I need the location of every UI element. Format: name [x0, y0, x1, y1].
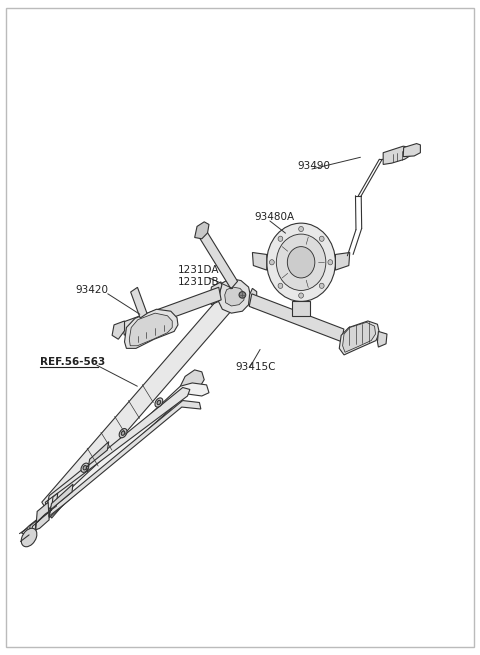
Polygon shape: [180, 370, 204, 393]
Ellipse shape: [278, 236, 283, 241]
Ellipse shape: [239, 291, 246, 298]
Polygon shape: [42, 290, 235, 518]
Polygon shape: [31, 493, 58, 540]
Text: 93420: 93420: [75, 285, 108, 295]
Ellipse shape: [299, 227, 303, 232]
Text: 93480A: 93480A: [254, 212, 294, 222]
Polygon shape: [49, 484, 73, 517]
Polygon shape: [131, 288, 147, 318]
Polygon shape: [45, 388, 190, 509]
Ellipse shape: [269, 259, 274, 265]
Polygon shape: [339, 321, 379, 355]
Polygon shape: [195, 222, 209, 239]
Ellipse shape: [121, 431, 125, 436]
Ellipse shape: [278, 283, 283, 288]
Polygon shape: [249, 288, 257, 308]
Polygon shape: [218, 278, 251, 313]
Polygon shape: [112, 321, 124, 339]
Polygon shape: [403, 143, 420, 157]
Polygon shape: [218, 285, 238, 301]
Polygon shape: [36, 502, 49, 530]
Polygon shape: [86, 441, 109, 472]
Polygon shape: [122, 288, 221, 335]
Polygon shape: [383, 146, 412, 164]
Polygon shape: [210, 282, 222, 305]
Polygon shape: [225, 287, 245, 306]
Text: 93490: 93490: [297, 161, 330, 171]
Polygon shape: [336, 252, 350, 270]
Ellipse shape: [155, 398, 163, 407]
Ellipse shape: [81, 463, 89, 472]
Polygon shape: [249, 294, 344, 342]
Polygon shape: [252, 252, 267, 270]
Ellipse shape: [288, 247, 315, 278]
Ellipse shape: [83, 466, 87, 470]
Ellipse shape: [299, 293, 303, 298]
Ellipse shape: [157, 400, 161, 405]
Ellipse shape: [21, 529, 37, 547]
Polygon shape: [292, 301, 310, 316]
Ellipse shape: [276, 234, 326, 290]
Ellipse shape: [119, 428, 127, 438]
Polygon shape: [198, 227, 238, 289]
Polygon shape: [377, 331, 387, 347]
Ellipse shape: [328, 259, 333, 265]
Text: 1231DA: 1231DA: [178, 265, 219, 275]
Ellipse shape: [267, 223, 336, 301]
Text: 1231DB: 1231DB: [178, 277, 219, 287]
Polygon shape: [129, 313, 172, 346]
Ellipse shape: [319, 236, 324, 241]
Text: REF.56-563: REF.56-563: [39, 356, 105, 367]
Ellipse shape: [319, 283, 324, 288]
Polygon shape: [28, 401, 201, 535]
Polygon shape: [124, 309, 178, 348]
Polygon shape: [343, 322, 375, 352]
Polygon shape: [22, 383, 209, 536]
Text: 93415C: 93415C: [235, 362, 276, 372]
